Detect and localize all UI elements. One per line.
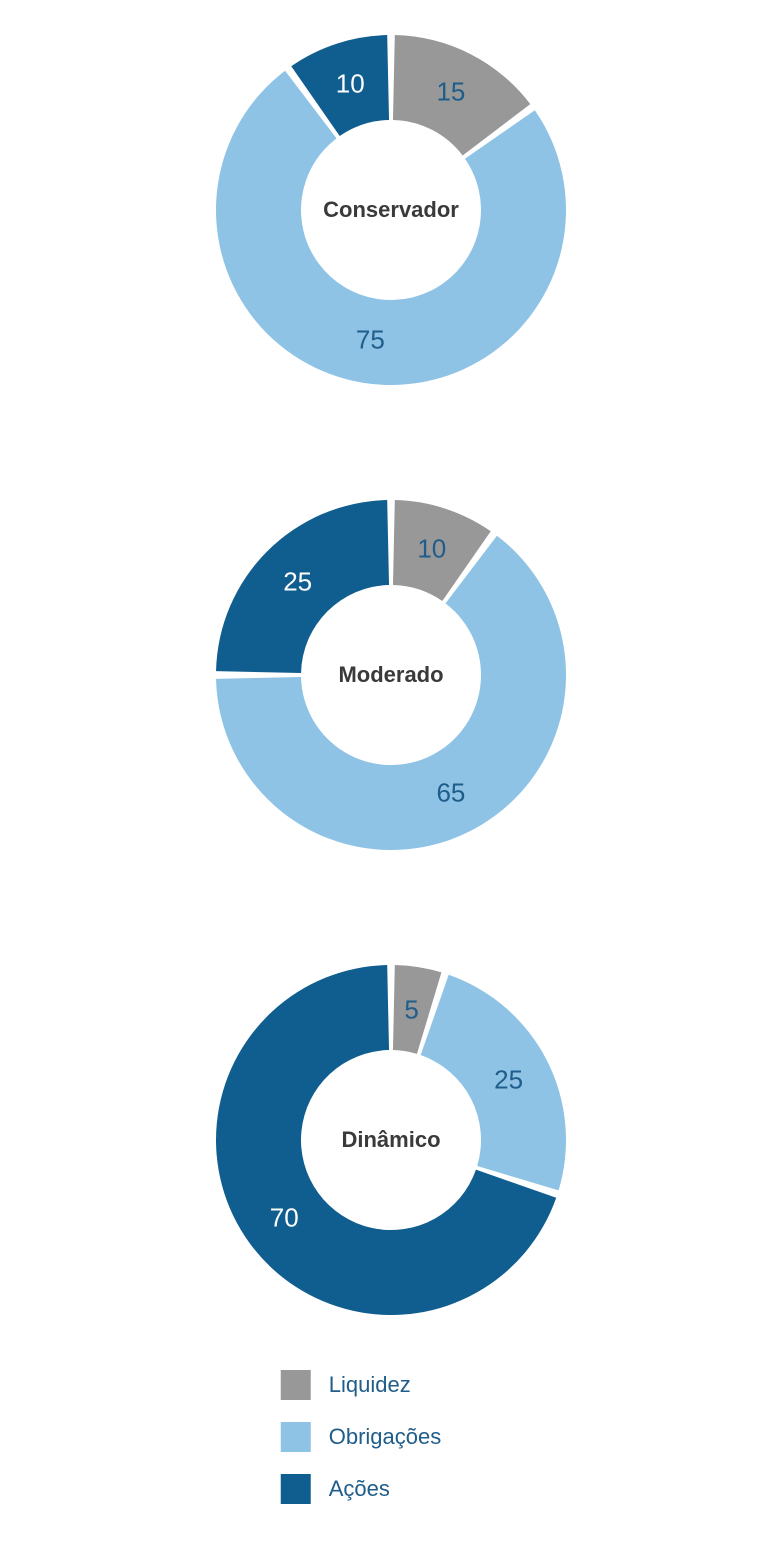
legend-item-liquidez: Liquidez: [281, 1370, 442, 1400]
slice-obrigacoes: [216, 71, 566, 385]
slice-obrigacoes: [421, 975, 566, 1191]
legend-label: Ações: [329, 1476, 390, 1502]
donut-svg: [211, 30, 571, 390]
legend-label: Obrigações: [329, 1424, 442, 1450]
legend-swatch: [281, 1370, 311, 1400]
legend: Liquidez Obrigações Ações: [281, 1370, 442, 1504]
donut-chart-dinamico: Dinâmico 52570: [211, 960, 571, 1320]
legend-item-acoes: Ações: [281, 1474, 442, 1504]
legend-label: Liquidez: [329, 1372, 411, 1398]
legend-item-obrigacoes: Obrigações: [281, 1422, 442, 1452]
donut-svg: [211, 960, 571, 1320]
slice-acoes: [216, 500, 389, 673]
donut-chart-conservador: Conservador 157510: [211, 30, 571, 390]
page: Conservador 157510 Moderado 106525 Dinâm…: [0, 0, 782, 1564]
legend-swatch: [281, 1422, 311, 1452]
legend-swatch: [281, 1474, 311, 1504]
donut-chart-moderado: Moderado 106525: [211, 495, 571, 855]
donut-svg: [211, 495, 571, 855]
